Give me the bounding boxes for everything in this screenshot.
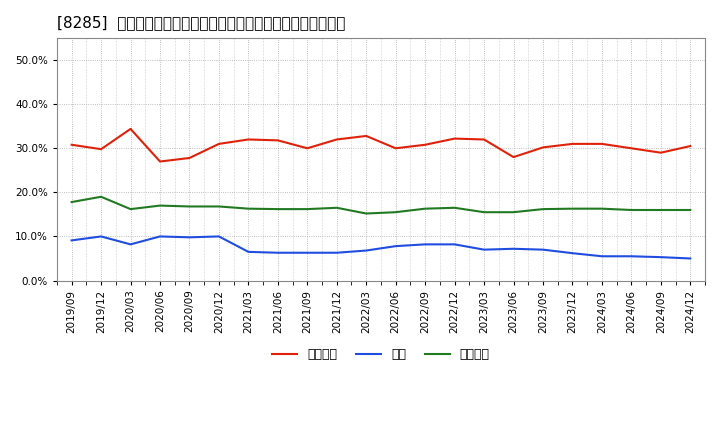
買入債務 [96, 194, 105, 199]
在庫 [185, 235, 194, 240]
買入債務 [215, 204, 223, 209]
売上債権 [274, 138, 282, 143]
買入債務 [274, 206, 282, 212]
買入債務 [303, 206, 312, 212]
Line: 売上債権: 売上債権 [71, 129, 690, 161]
売上債権 [686, 143, 695, 149]
買入債務 [509, 209, 518, 215]
在庫 [67, 238, 76, 243]
在庫 [333, 250, 341, 255]
在庫 [274, 250, 282, 255]
在庫 [480, 247, 488, 252]
買入債務 [539, 206, 547, 212]
在庫 [392, 243, 400, 249]
売上債権 [657, 150, 665, 155]
在庫 [627, 253, 636, 259]
売上債権 [67, 142, 76, 147]
在庫 [657, 254, 665, 260]
買入債務 [420, 206, 429, 211]
在庫 [215, 234, 223, 239]
在庫 [126, 242, 135, 247]
売上債権 [96, 147, 105, 152]
買入債務 [480, 209, 488, 215]
売上債権 [392, 146, 400, 151]
Text: [8285]  売上債権、在庫、買入債務の総資産に対する比率の推移: [8285] 売上債権、在庫、買入債務の総資産に対する比率の推移 [57, 15, 346, 30]
買入債務 [244, 206, 253, 211]
売上債権 [156, 159, 164, 164]
買入債務 [450, 205, 459, 210]
在庫 [450, 242, 459, 247]
買入債務 [568, 206, 577, 211]
買入債務 [598, 206, 606, 211]
買入債務 [126, 206, 135, 212]
売上債権 [244, 137, 253, 142]
在庫 [509, 246, 518, 251]
買入債務 [362, 211, 371, 216]
在庫 [96, 234, 105, 239]
在庫 [420, 242, 429, 247]
買入債務 [156, 203, 164, 208]
在庫 [303, 250, 312, 255]
在庫 [156, 234, 164, 239]
売上債権 [362, 133, 371, 139]
売上債権 [539, 145, 547, 150]
売上債権 [420, 142, 429, 147]
在庫 [539, 247, 547, 252]
売上債権 [185, 155, 194, 161]
Line: 買入債務: 買入債務 [71, 197, 690, 213]
買入債務 [67, 199, 76, 205]
買入債務 [185, 204, 194, 209]
買入債務 [333, 205, 341, 210]
売上債権 [215, 141, 223, 147]
Legend: 売上債権, 在庫, 買入債務: 売上債権, 在庫, 買入債務 [267, 343, 495, 367]
売上債権 [450, 136, 459, 141]
売上債権 [333, 137, 341, 142]
買入債務 [627, 207, 636, 213]
在庫 [362, 248, 371, 253]
Line: 在庫: 在庫 [71, 236, 690, 258]
在庫 [598, 253, 606, 259]
売上債権 [126, 126, 135, 132]
在庫 [244, 249, 253, 254]
在庫 [686, 256, 695, 261]
売上債権 [480, 137, 488, 142]
買入債務 [686, 207, 695, 213]
在庫 [568, 250, 577, 256]
買入債務 [657, 207, 665, 213]
売上債権 [568, 141, 577, 147]
売上債権 [509, 154, 518, 160]
買入債務 [392, 209, 400, 215]
売上債権 [627, 146, 636, 151]
売上債権 [303, 146, 312, 151]
売上債権 [598, 141, 606, 147]
